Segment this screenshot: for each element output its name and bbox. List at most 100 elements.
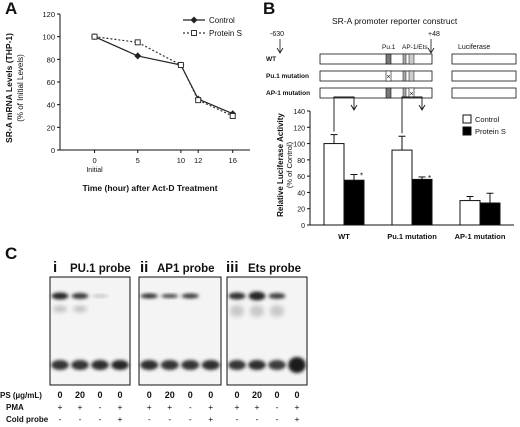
pu1-element-mutated [385,70,392,82]
emsa-gels: i PU.1 probe ii AP1 probe iii Ets probe PS (µ… [0,259,308,424]
smear [230,305,244,317]
condition-value-ps: 0 [147,390,152,400]
x-tick-label: 0 [92,156,96,165]
condition-value-pma: + [255,402,260,412]
construct-row-label: Pu.1 mutation [266,73,309,80]
condition-row-label: PS (µg/mL) [0,391,42,400]
panel-b: SR-A promoter reporter construct -630 +4… [266,16,517,241]
x-axis-label: Time (hour) after Act-D Treatment [82,183,217,193]
smear [73,306,87,312]
series-line-control [94,36,233,115]
y-tick-label: 80 [47,55,55,64]
y-tick-label: 0 [51,146,55,155]
shifted-band [71,293,89,299]
smear [270,305,284,317]
pu1-element [385,87,392,99]
mutation-mark: × [409,91,413,98]
condition-value-pma: + [118,402,123,412]
ap1-element [402,87,407,99]
shifted-band [228,292,246,300]
condition-value-cold: - [168,414,171,424]
luciferase-box [451,87,517,99]
free-probe-band [111,360,129,370]
free-probe-band [181,360,200,370]
data-point-protein-s [134,39,141,46]
line-chart-mrna: SR-A mRNA Levels (THP-1) (% of Initial L… [4,10,250,193]
bar-protein-s [343,179,365,226]
y-tick-label: 40 [297,190,305,197]
legend-swatch-control [462,114,472,124]
shifted-band [248,291,266,301]
mutation-mark: × [386,74,390,81]
y-tick-label: 140 [293,109,305,116]
ap1-element [402,53,407,65]
free-probe-band [268,360,286,370]
legend-label-control: Control [475,115,500,124]
y-axis-label: SR-A mRNA Levels (THP-1) [4,33,14,143]
y-tick-label: 80 [297,158,305,165]
condition-value-pma: + [147,402,152,412]
x-tick-label: Pu.1 mutation [387,232,437,241]
condition-value-ps: 20 [165,390,175,400]
panel-letter-c: C [5,244,18,263]
bar-protein-s [411,178,433,226]
condition-value-cold: + [118,414,123,424]
gel-numeral: iii [226,259,239,276]
significance-mark: * [360,172,363,181]
construct-rows: WT Pu.1 mutation × AP-1 mutation × [266,53,517,99]
condition-value-pma: + [58,402,63,412]
condition-value-pma: + [295,402,300,412]
condition-value-ps: 0 [234,390,239,400]
x-tick-label: 10 [177,156,185,165]
y-tick-label: 120 [42,10,55,19]
chart-legend: Control Protein S [462,114,506,136]
y-tick-label: 60 [47,78,55,87]
shifted-band [51,292,69,300]
y-axis-sublabel: (% of Control) [285,141,294,188]
condition-value-cold: - [59,414,62,424]
condition-value-pma: - [99,402,102,412]
condition-value-pma: - [276,402,279,412]
position-start: -630 [270,31,284,38]
smear [53,306,67,312]
y-tick-label: 40 [47,101,55,110]
free-probe-band [160,360,179,370]
series-line-protein-s [94,36,233,117]
condition-value-ps: 0 [57,390,62,400]
construct-row: AP-1 mutation × [266,87,517,99]
chart-legend: Control Protein S [183,16,242,38]
x-tick-label: 12 [194,156,202,165]
condition-value-ps: 20 [75,390,85,400]
free-probe-band [91,360,109,370]
condition-value-cold: + [295,414,300,424]
legend-swatch-protein-s [462,126,472,136]
bar-control [323,143,345,226]
y-axis-label: Relative Luciferase Activity [276,113,285,217]
legend-label-protein-s: Protein S [475,127,506,136]
bar-control [459,200,481,226]
shifted-band [91,294,109,298]
condition-value-pma: - [189,402,192,412]
free-probe-band [228,360,246,370]
promoter-box [319,87,433,99]
condition-value-ps: 0 [117,390,122,400]
gel-numeral: i [53,259,57,276]
promoter-box [319,70,433,82]
free-probe-band [140,360,159,370]
construct-title: SR-A promoter reporter construct [332,16,458,26]
construct-row-label: WT [266,56,276,63]
reporter-label: Luciferase [458,44,490,51]
condition-value-ps: 20 [252,390,262,400]
legend-label-control: Control [209,16,235,25]
smear [250,305,264,317]
bar-protein-s [479,202,501,226]
panel-letter-a: A [5,0,18,18]
condition-value-cold: - [276,414,279,424]
gel-i: i PU.1 probe [49,259,131,386]
y-tick-label: 20 [47,123,55,132]
data-point-protein-s [195,97,202,104]
x-tick-label: 16 [229,156,237,165]
y-tick-label: 60 [297,174,305,181]
gel-probe-label: AP1 probe [157,263,215,275]
gel-probe-label: PU.1 probe [70,263,131,275]
